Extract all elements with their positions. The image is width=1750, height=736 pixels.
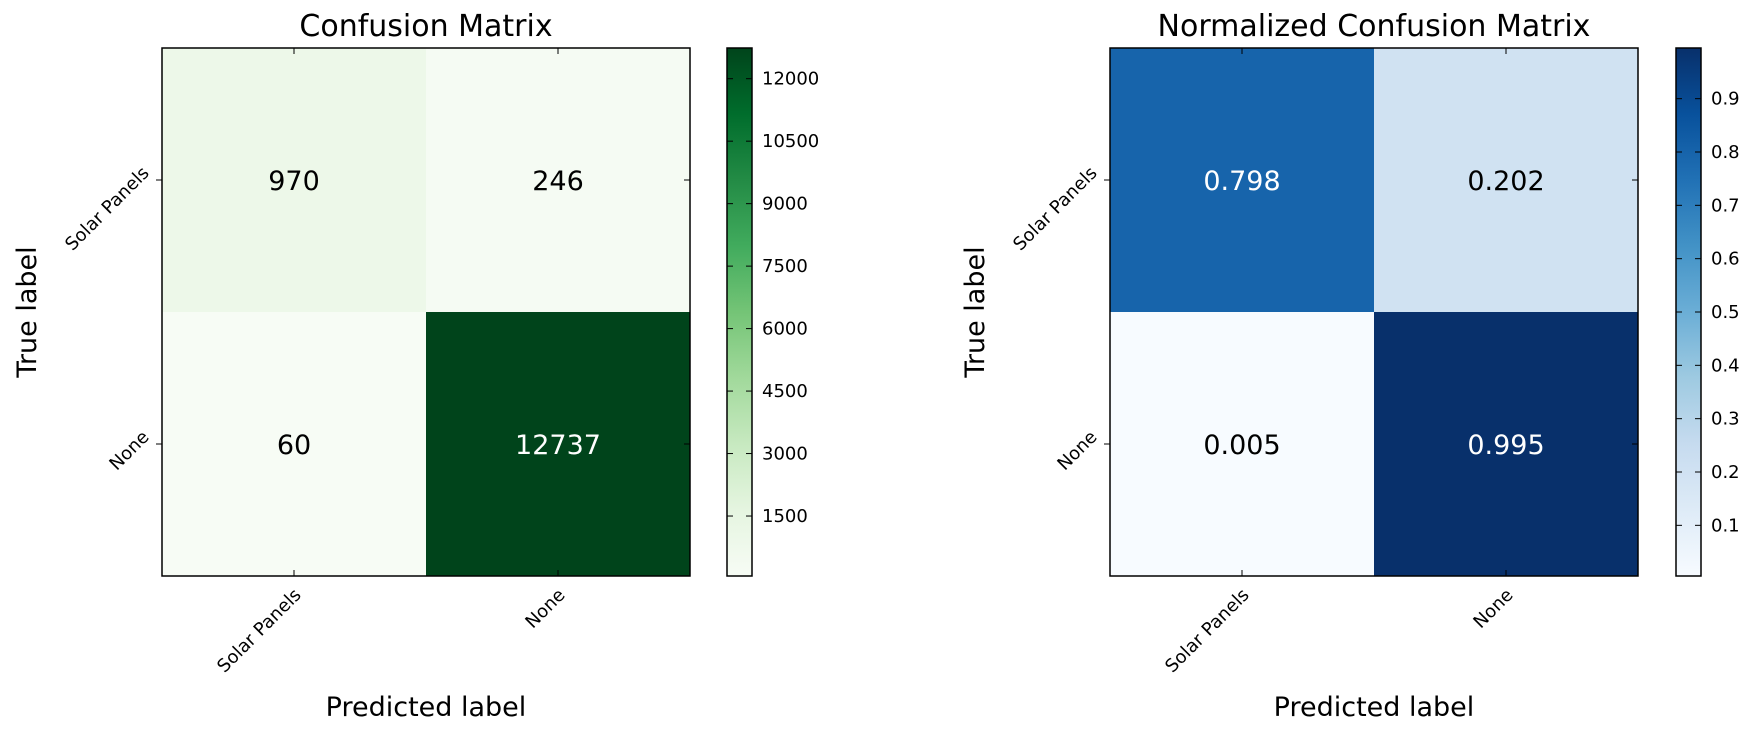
colorbar-tick-label: 3000 [762, 444, 808, 465]
colorbar-tick-label: 0.7 [1711, 195, 1740, 216]
cell-value-label: 0.005 [1203, 430, 1280, 461]
x-axis-label: Predicted label [1274, 692, 1475, 723]
x-tick-label: Solar Panels [1161, 585, 1253, 677]
cell-value-label: 12737 [515, 430, 601, 461]
confusion-matrix-chart: Confusion Matrix 970 246 60 12737 Solar Panel… [12, 9, 819, 723]
colorbar-tick-label: 10500 [762, 131, 819, 152]
colorbar [727, 48, 752, 576]
x-axis-label: Predicted label [326, 692, 527, 723]
y-axis-label: True label [12, 246, 43, 378]
heatmap-cell [1110, 48, 1374, 312]
chart-title: Normalized Confusion Matrix [1158, 9, 1591, 44]
heatmap-cell [1374, 48, 1638, 312]
y-tick-label: Solar Panels [61, 163, 153, 255]
plot-frame [1109, 47, 1639, 577]
colorbar-tick-label: 0.1 [1711, 515, 1740, 536]
cell-value-label: 0.798 [1203, 166, 1280, 197]
colorbar-tick-label: 0.4 [1711, 355, 1740, 376]
normalized-confusion-matrix-chart: Normalized Confusion Matrix 0.798 0.202 0.0… [960, 9, 1740, 723]
heatmap-cell [1374, 312, 1638, 576]
cell-value-label: 60 [277, 430, 311, 461]
colorbar-tick-label: 6000 [762, 319, 808, 340]
heatmap-cell [426, 312, 690, 576]
colorbar-tick-label: 1500 [762, 506, 808, 527]
colorbar-tick-label: 0.5 [1711, 302, 1740, 323]
colorbar-tick-label: 9000 [762, 194, 808, 215]
heatmap-cell [162, 312, 426, 576]
heatmap-cell [1110, 312, 1374, 576]
heatmap-cell [162, 48, 426, 312]
colorbar-tick-label: 0.8 [1711, 142, 1740, 163]
colorbar-frame [726, 47, 753, 577]
colorbar-tick-label: 0.9 [1711, 89, 1740, 110]
cell-value-label: 0.995 [1467, 430, 1544, 461]
cell-value-label: 970 [268, 166, 320, 197]
colorbar-tick-label: 0.2 [1711, 462, 1740, 483]
x-tick-label: None [521, 585, 569, 633]
y-tick-label: Solar Panels [1009, 163, 1101, 255]
colorbar-tick-label: 4500 [762, 381, 808, 402]
x-tick-label: None [1469, 585, 1517, 633]
colorbar-tick-label: 0.6 [1711, 249, 1740, 270]
y-axis-label: True label [960, 246, 991, 378]
colorbar-tick-label: 12000 [762, 69, 819, 90]
plot-frame [161, 47, 691, 577]
x-tick-label: Solar Panels [213, 585, 305, 677]
cell-value-label: 0.202 [1467, 166, 1544, 197]
colorbar-tick-label: 7500 [762, 256, 808, 277]
heatmap-cell [426, 48, 690, 312]
chart-title: Confusion Matrix [299, 9, 552, 44]
y-tick-label: None [1053, 427, 1101, 475]
cell-value-label: 246 [532, 166, 584, 197]
colorbar-tick-label: 0.3 [1711, 409, 1740, 430]
y-tick-label: None [105, 427, 153, 475]
